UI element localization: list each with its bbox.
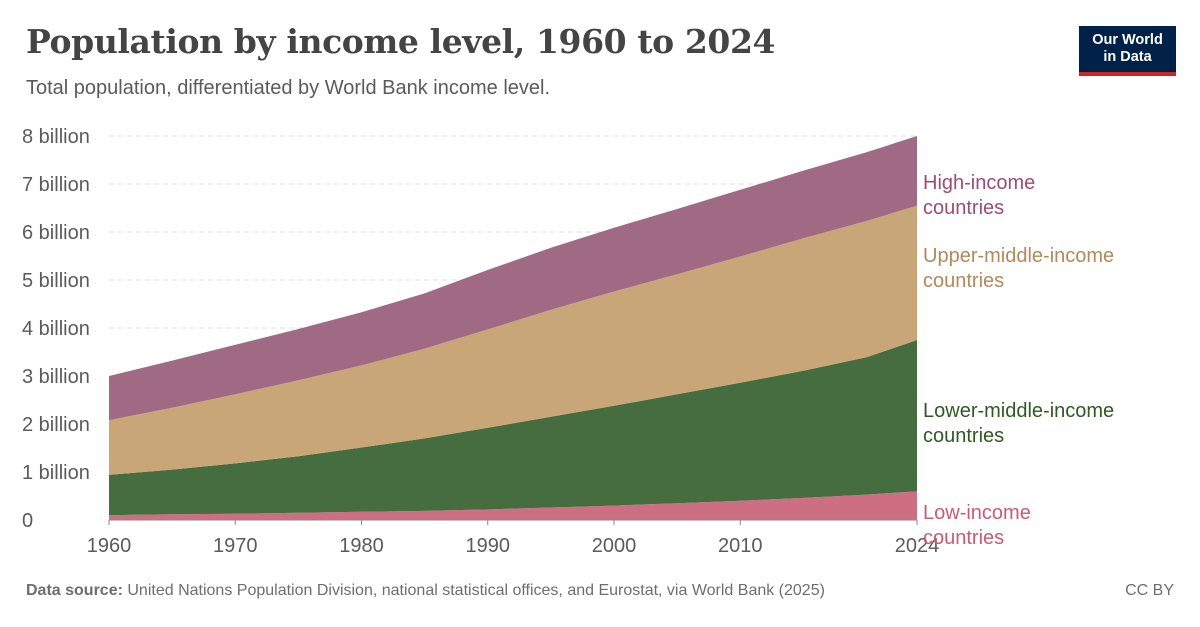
series-label-line: Low-income (923, 502, 1031, 524)
y-tick-label: 6 billion (22, 222, 90, 244)
source-text: United Nations Population Division, nati… (127, 582, 825, 599)
series-label: Low-income countries (923, 502, 1031, 549)
y-tick-label: 2 billion (22, 414, 90, 436)
x-tick-label: 2010 (718, 535, 763, 557)
series-label-line: High-income (923, 172, 1035, 194)
series-label: High-income countries (923, 172, 1035, 219)
series-area-high-income-countries (109, 136, 917, 421)
series-label: Upper-middle-income countries (923, 245, 1114, 292)
footer: Data source: United Nations Population D… (26, 582, 1174, 600)
y-tick-label: 7 billion (22, 174, 90, 196)
x-tick-label: 2000 (592, 535, 637, 557)
series-label-line: countries (923, 425, 1004, 447)
series-label: Lower-middle-income countries (923, 400, 1114, 447)
y-tick-label: 1 billion (22, 462, 90, 484)
y-tick-label: 5 billion (22, 270, 90, 292)
source-label: Data source: (26, 582, 123, 599)
area-series (109, 136, 917, 520)
logo-line-1: Our World (1092, 32, 1163, 48)
y-tick-label: 3 billion (22, 366, 90, 388)
logo-line-2: in Data (1103, 49, 1152, 65)
x-tick-label: 1960 (87, 535, 132, 557)
chart-subtitle: Total population, differentiated by Worl… (26, 77, 551, 99)
series-labels: High-income countries Upper-middle-income c… (923, 172, 1114, 549)
stacked-area-chart: 0 1 billion 2 billion 3 billion 4 billion 5 b… (22, 126, 1114, 557)
series-label-line: countries (923, 197, 1004, 219)
x-tick-label: 1990 (466, 535, 511, 557)
x-tick-label: 1980 (339, 535, 384, 557)
series-label-line: Upper-middle-income (923, 245, 1114, 267)
series-label-line: countries (923, 527, 1004, 549)
chart-title: Population by income level, 1960 to 2024 (26, 22, 776, 61)
y-tick-label: 8 billion (22, 126, 90, 148)
series-label-line: countries (923, 270, 1004, 292)
license-link[interactable]: CC BY (1125, 582, 1174, 599)
axes: 0 1 billion 2 billion 3 billion 4 billion 5 b… (22, 126, 939, 557)
y-tick-label: 4 billion (22, 318, 90, 340)
series-area-upper-middle-income-countries (109, 205, 917, 475)
series-label-line: Lower-middle-income (923, 400, 1114, 422)
x-tick-label: 2024 (895, 535, 940, 557)
series-area-lower-middle-income-countries (109, 340, 917, 516)
y-tick-label: 0 (22, 510, 33, 532)
x-tick-label: 1970 (213, 535, 258, 557)
owid-logo[interactable]: Our World in Data (1079, 26, 1176, 76)
series-area-low-income-countries (109, 491, 917, 520)
